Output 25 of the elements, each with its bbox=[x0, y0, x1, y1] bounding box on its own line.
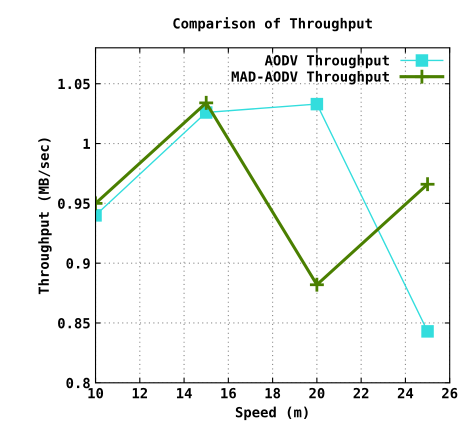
point bbox=[198, 94, 215, 112]
x-tick-label: 12 bbox=[132, 388, 148, 398]
legend-label: AODV Throughput bbox=[264, 54, 389, 68]
y-tick-label: 1.05 bbox=[58, 78, 90, 90]
point bbox=[308, 276, 326, 294]
x-tick-label: 18 bbox=[266, 388, 280, 398]
x-axis-title: Speed (m) bbox=[236, 406, 308, 420]
y-axis-title: Throughput (MB/sec) bbox=[38, 138, 52, 294]
legend-label: MAD-AODV Throughput bbox=[232, 71, 389, 84]
x-tick-label: 16 bbox=[221, 388, 236, 398]
x-tick-label: 14 bbox=[176, 388, 192, 398]
y-tick-label: 1 bbox=[84, 138, 90, 149]
y-tick-label: 0.85 bbox=[58, 318, 90, 328]
x-tick-label: 20 bbox=[309, 388, 324, 398]
point bbox=[419, 176, 436, 193]
chart-title: Comparison of Throughput bbox=[173, 17, 372, 32]
x-tick-label: 10 bbox=[88, 388, 104, 398]
y-tick-label: 0.95 bbox=[58, 198, 90, 209]
y-tick-label: 0.8 bbox=[66, 378, 90, 388]
x-tick-label: 26 bbox=[442, 388, 458, 398]
x-tick-label: 24 bbox=[398, 388, 414, 398]
point bbox=[421, 325, 434, 338]
y-tick-label: 0.9 bbox=[66, 258, 90, 269]
x-tick-label: 22 bbox=[354, 388, 368, 398]
point bbox=[310, 98, 324, 110]
